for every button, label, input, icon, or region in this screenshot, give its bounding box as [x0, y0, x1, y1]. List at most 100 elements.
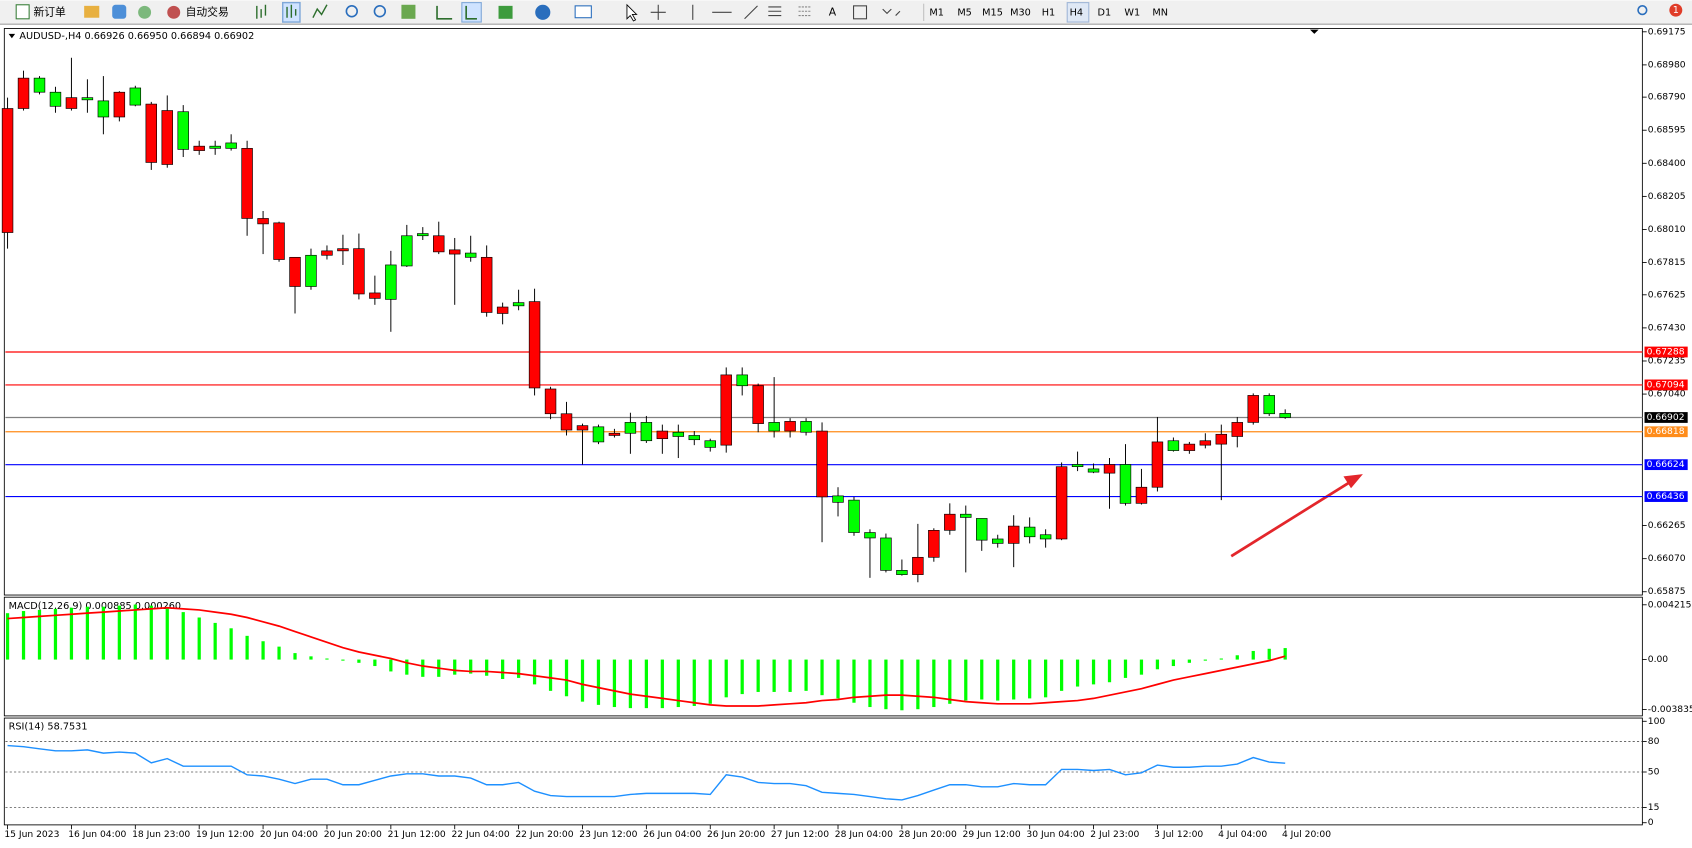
- toolbar-icon[interactable]: [112, 4, 127, 19]
- macd-histogram-bar: [1059, 659, 1064, 691]
- price-level-label: 0.66902: [1647, 412, 1685, 423]
- trend-arrow: [1230, 474, 1363, 558]
- indicator-icon[interactable]: [498, 5, 513, 19]
- timeframe-button[interactable]: M15: [982, 7, 1003, 18]
- y-tick-label: 0.67430: [1648, 322, 1686, 333]
- new-order-icon[interactable]: [15, 4, 30, 20]
- auto-trading-button[interactable]: 自动交易: [186, 5, 229, 18]
- cursor-icon[interactable]: [626, 3, 638, 22]
- y-tick-label: -0.003835: [1648, 704, 1692, 715]
- timeframe-button[interactable]: W1: [1124, 7, 1140, 18]
- timeframe-button[interactable]: M30: [1010, 7, 1031, 18]
- macd-histogram-bar: [820, 659, 824, 696]
- zoom-in-icon[interactable]: [345, 5, 358, 18]
- macd-histogram-bar: [165, 607, 169, 660]
- candle-body: [417, 233, 429, 237]
- timeframe-button[interactable]: H4: [1070, 7, 1083, 18]
- macd-histogram-bar: [21, 611, 26, 660]
- label-tool[interactable]: [853, 5, 868, 20]
- toolbar-icon[interactable]: [84, 5, 100, 18]
- auto-trading-icon[interactable]: [167, 5, 181, 19]
- candle-body: [560, 413, 573, 431]
- search-icon[interactable]: [1637, 5, 1648, 16]
- y-tick-label: 0.67235: [1648, 355, 1686, 366]
- candle-body: [464, 252, 477, 258]
- crosshair-icon[interactable]: [650, 4, 666, 20]
- tile-icon[interactable]: [401, 4, 416, 19]
- period-icon[interactable]: [535, 4, 551, 20]
- macd-histogram-bar: [1107, 659, 1112, 683]
- candle-body: [369, 292, 381, 299]
- autoscroll-icon[interactable]: [465, 5, 477, 20]
- draw-tools[interactable]: [692, 4, 758, 20]
- scroll-icon[interactable]: [436, 5, 453, 20]
- toolbar-icon[interactable]: [138, 5, 152, 19]
- candle-body: [512, 302, 525, 307]
- arrow-tool[interactable]: [882, 8, 901, 16]
- candle-body: [225, 142, 237, 149]
- candle-body: [480, 256, 493, 313]
- candle-body: [97, 100, 110, 118]
- candle-body: [864, 532, 876, 539]
- rsi-title: RSI(14) 58.7531: [9, 722, 88, 733]
- macd-histogram-bar: [453, 659, 457, 675]
- candle-body: [624, 422, 637, 434]
- x-tick-label: 30 Jun 04:00: [1026, 829, 1084, 840]
- candle-body: [353, 248, 365, 295]
- notification-badge[interactable]: [1669, 3, 1683, 17]
- text-tool[interactable]: A: [829, 5, 837, 18]
- timeframe-button[interactable]: M1: [929, 7, 944, 18]
- candle-body: [912, 556, 924, 575]
- candle-body: [321, 250, 333, 256]
- macd-histogram-bar: [213, 622, 217, 660]
- zoom-out-icon[interactable]: [373, 5, 387, 18]
- x-tick-label: 26 Jun 20:00: [707, 829, 765, 840]
- candle-chart-icon[interactable]: [286, 4, 297, 18]
- template-icon[interactable]: [574, 5, 592, 19]
- candle-body: [193, 145, 205, 151]
- price-level-tag-bg: [1644, 412, 1688, 423]
- channel-icon[interactable]: [768, 6, 782, 17]
- macd-histogram-bar: [708, 659, 712, 704]
- macd-histogram-bar: [692, 659, 696, 706]
- macd-histogram-bar: [964, 659, 968, 701]
- macd-title: MACD(12,26,9) 0.000885 0.000260: [9, 601, 181, 612]
- candle-body: [896, 570, 908, 575]
- candle-body: [65, 97, 78, 109]
- price-level-tag: 0.66624: [1644, 459, 1688, 470]
- y-tick-label: 50: [1648, 767, 1660, 778]
- macd-histogram-bar: [37, 609, 42, 660]
- candle-body: [49, 91, 62, 107]
- macd-histogram-bar: [405, 659, 409, 675]
- macd-histogram-bar: [1219, 658, 1223, 660]
- macd-histogram-bar: [900, 659, 904, 711]
- macd-histogram-bar: [1028, 659, 1032, 699]
- timeframe-button[interactable]: H1: [1042, 7, 1055, 18]
- candle-body: [241, 148, 253, 219]
- candle-body: [177, 111, 189, 150]
- macd-histogram-bar: [676, 659, 680, 708]
- x-tick-label: 4 Jul 04:00: [1218, 829, 1267, 840]
- price-level-tag: 0.67288: [1644, 346, 1688, 357]
- macd-histogram-bar: [580, 659, 585, 702]
- macd-histogram-bar: [293, 653, 297, 660]
- new-order-button[interactable]: 新订单: [33, 5, 66, 18]
- price-level-tag: 0.66902: [1644, 412, 1688, 423]
- candle-body: [1263, 395, 1275, 415]
- y-tick-label: 0.68205: [1648, 191, 1686, 202]
- timeframe-button[interactable]: M5: [957, 7, 972, 18]
- timeframe-button[interactable]: MN: [1152, 7, 1168, 18]
- line-chart-icon[interactable]: [312, 4, 328, 19]
- candle-body: [976, 518, 988, 541]
- macd-histogram-bar: [788, 659, 792, 692]
- macd-histogram-bar: [660, 659, 664, 709]
- timeframe-button[interactable]: D1: [1098, 7, 1112, 18]
- macd-histogram-bar: [5, 613, 10, 660]
- bar-chart-icon[interactable]: [256, 4, 267, 19]
- candle-body: [1023, 526, 1036, 538]
- y-tick-label: 0.65875: [1648, 586, 1686, 597]
- fibo-icon[interactable]: [798, 6, 812, 17]
- candle-body: [337, 248, 349, 252]
